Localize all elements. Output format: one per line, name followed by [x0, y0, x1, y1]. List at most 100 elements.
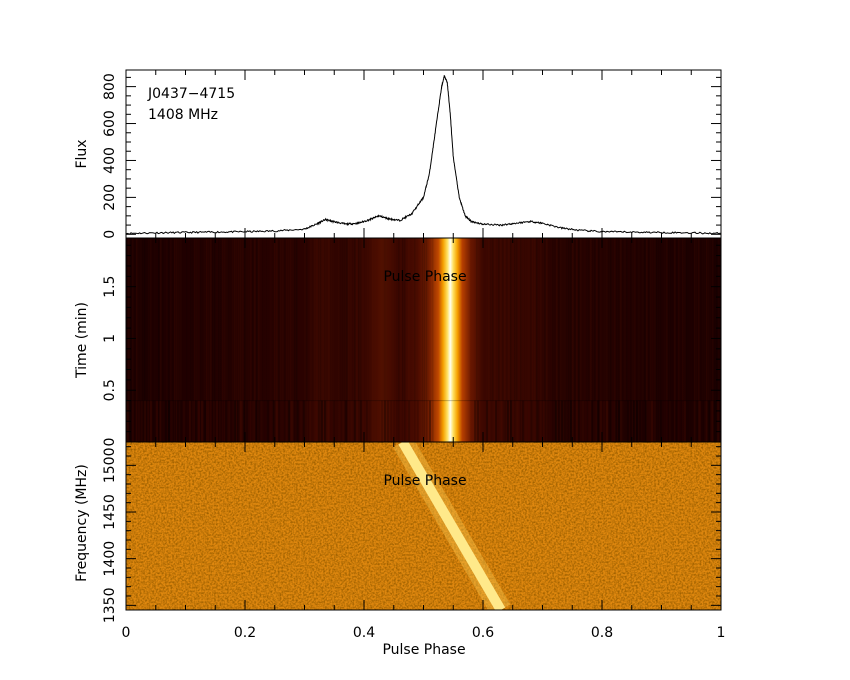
- time-stripe: [642, 238, 644, 442]
- time-noise-stripe: [534, 401, 536, 442]
- time-stripe: [552, 238, 554, 442]
- time-stripe: [686, 238, 688, 442]
- time-stripe: [356, 238, 358, 442]
- time-axis-label: Time (min): [74, 302, 90, 379]
- time-stripe: [718, 238, 720, 442]
- phase-x-tick-label: 0.8: [591, 625, 613, 641]
- time-noise-stripe: [672, 401, 674, 442]
- time-stripe: [650, 238, 652, 442]
- time-panel-annotation: Pulse Phase: [383, 269, 466, 285]
- time-noise-stripe: [132, 400, 134, 442]
- time-noise-stripe: [318, 400, 320, 442]
- time-noise-stripe: [624, 400, 626, 442]
- time-noise-stripe: [273, 400, 275, 442]
- time-noise-stripe: [714, 400, 716, 442]
- time-stripe: [704, 238, 706, 442]
- time-noise-stripe: [396, 401, 398, 442]
- time-stripe: [654, 238, 656, 442]
- time-stripe: [678, 238, 680, 442]
- time-stripe: [310, 238, 312, 442]
- time-stripe: [580, 238, 582, 442]
- time-noise-stripe: [660, 400, 662, 442]
- time-stripe: [258, 238, 260, 442]
- time-noise-stripe: [165, 400, 167, 442]
- phase-x-tick-label: 0.6: [472, 625, 494, 641]
- profile-y-axis: 0 200 400 600 800: [102, 73, 721, 239]
- time-noise-stripe: [711, 400, 713, 442]
- time-noise-stripe: [270, 400, 272, 442]
- time-stripe: [566, 238, 568, 442]
- phase-x-tick-label: 0.2: [234, 625, 256, 641]
- time-stripe: [430, 238, 432, 442]
- time-noise-stripe: [306, 400, 308, 442]
- time-stripe: [500, 238, 502, 442]
- time-noise-stripe: [264, 401, 266, 442]
- time-noise-stripe: [675, 400, 677, 442]
- time-noise-stripe: [210, 401, 212, 442]
- time-noise-stripe: [222, 400, 224, 442]
- time-noise-stripe: [597, 400, 599, 442]
- time-stripe: [148, 238, 150, 442]
- time-stripe: [676, 238, 678, 442]
- time-stripe: [646, 238, 648, 442]
- time-stripe: [556, 238, 558, 442]
- time-stripe: [432, 238, 434, 442]
- time-stripe: [130, 238, 132, 442]
- time-stripe: [486, 238, 488, 442]
- time-stripe: [312, 238, 314, 442]
- time-stripe: [366, 238, 368, 442]
- time-stripe: [618, 238, 620, 442]
- time-stripe: [218, 238, 220, 442]
- time-stripe: [408, 238, 410, 442]
- time-stripe: [244, 238, 246, 442]
- time-noise-stripe: [360, 400, 362, 442]
- time-stripe: [498, 238, 500, 442]
- time-noise-stripe: [390, 400, 392, 442]
- time-noise-stripe: [381, 400, 383, 442]
- time-stripe: [150, 238, 152, 442]
- time-stripe: [544, 238, 546, 442]
- time-stripe: [590, 238, 592, 442]
- time-stripe: [334, 238, 336, 442]
- time-noise-stripe: [585, 400, 587, 442]
- time-noise-stripe: [288, 400, 290, 442]
- time-stripe: [632, 238, 634, 442]
- time-noise-stripe: [198, 400, 200, 442]
- time-stripe: [684, 238, 686, 442]
- time-noise-stripe: [225, 400, 227, 442]
- time-noise-stripe: [243, 400, 245, 442]
- time-stripe: [234, 238, 236, 442]
- time-stripe: [716, 238, 718, 442]
- time-stripe: [658, 238, 660, 442]
- time-noise-stripe: [429, 400, 431, 442]
- time-noise-stripe: [267, 400, 269, 442]
- time-stripe: [342, 238, 344, 442]
- time-noise-stripe: [168, 400, 170, 442]
- dispersed-pulse-track: [398, 442, 506, 610]
- time-y-tick-label: 1: [102, 334, 118, 343]
- time-stripe: [282, 238, 284, 442]
- time-stripe: [494, 238, 496, 442]
- time-x-ticks: [125, 238, 722, 442]
- time-noise-stripe: [159, 400, 161, 442]
- time-stripe: [132, 238, 134, 442]
- time-stripe: [666, 238, 668, 442]
- time-noise-stripe: [294, 401, 296, 442]
- time-phase-stripes: [126, 238, 721, 442]
- time-noise-stripe: [642, 400, 644, 442]
- time-stripe: [692, 238, 694, 442]
- time-stripe: [338, 238, 340, 442]
- time-noise-stripe: [174, 400, 176, 442]
- time-stripe: [546, 238, 548, 442]
- time-phase-image: [126, 238, 721, 442]
- time-noise-stripe: [357, 400, 359, 442]
- time-noise-stripe: [603, 400, 605, 442]
- time-stripe: [208, 238, 210, 442]
- time-stripe: [530, 238, 532, 442]
- time-stripe: [412, 238, 414, 442]
- frequency-y-tick-label: 1400: [102, 541, 118, 577]
- profile-line: [125, 74, 722, 235]
- time-noise-stripe: [516, 400, 518, 442]
- time-stripe: [630, 238, 632, 442]
